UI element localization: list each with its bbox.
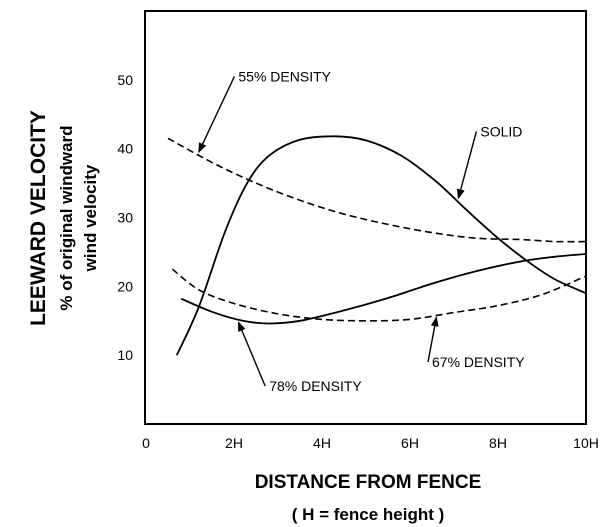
- plot-frame: [144, 10, 587, 425]
- series-line-78-density: [180, 253, 587, 325]
- annotation-arrow-solid: [456, 131, 478, 200]
- annotation-78-density: 78% DENSITY: [269, 378, 362, 394]
- x-tick-label: 8H: [489, 435, 507, 451]
- y-tick-label: 50: [117, 72, 133, 88]
- y-axis-ticks: 10 20 30 40 50: [117, 72, 133, 363]
- y-tick-label: 20: [117, 278, 133, 294]
- y-axis-title: LEEWARD VELOCITY: [27, 110, 50, 326]
- annotation-arrow-67-density: [427, 316, 439, 363]
- x-axis-ticks: 0 2H 4H 6H 8H 10H: [142, 435, 599, 451]
- annotation-67-density: 67% DENSITY: [432, 354, 525, 370]
- y-axis-subtitle-2: wind velocity: [81, 164, 100, 272]
- x-axis-title: DISTANCE FROM FENCE: [255, 472, 482, 493]
- x-tick-label: 2H: [225, 435, 243, 451]
- x-axis-subtitle: ( H = fence height ): [292, 505, 445, 524]
- x-tick-label: 4H: [313, 435, 331, 451]
- series-line-solid: [175, 135, 587, 356]
- series-layer: [167, 135, 587, 356]
- annotation-layer: 55% DENSITY SOLID 67% DENSITY 78% DENSITY: [198, 68, 525, 394]
- series-line-67-density: [171, 268, 587, 322]
- y-axis-subtitle-1: % of original windward: [57, 125, 76, 310]
- annotation-55-density: 55% DENSITY: [238, 68, 331, 84]
- annotation-arrow-78-density: [237, 321, 266, 387]
- x-tick-label: 0: [142, 435, 150, 451]
- annotation-solid: SOLID: [480, 123, 522, 139]
- series-line-55-density: [167, 137, 587, 243]
- y-tick-label: 30: [117, 210, 133, 226]
- y-tick-label: 40: [117, 141, 133, 157]
- x-tick-label: 10H: [573, 435, 599, 451]
- annotation-arrow-55-density: [198, 76, 236, 154]
- x-tick-label: 6H: [401, 435, 419, 451]
- y-tick-label: 10: [117, 347, 133, 363]
